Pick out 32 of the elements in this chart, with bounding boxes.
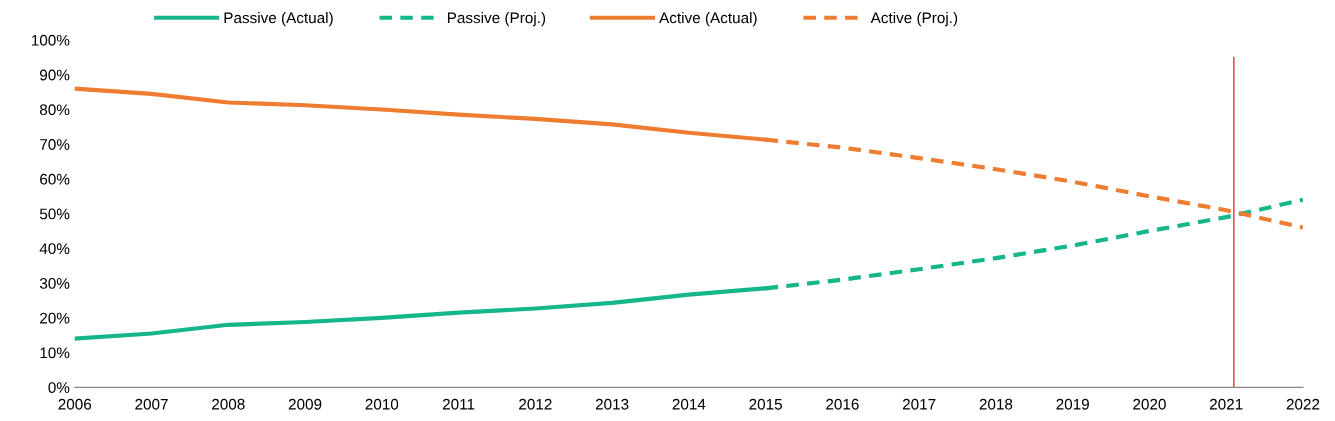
legend-label: Passive (Proj.) [447,12,546,27]
y-tick-label: 0% [48,382,70,394]
x-tick-label: 2015 [749,398,782,410]
y-tick-label: 80% [39,104,70,116]
y-tick-label: 70% [40,139,70,150]
x-tick-label: 2011 [442,398,475,410]
y-tick-label: 50% [39,208,70,220]
y-tick-label: 60% [40,173,70,185]
x-tick-label: 2007 [135,398,168,410]
x-tick-label: 2013 [595,398,629,410]
x-tick-label: 2020 [1133,398,1166,410]
x-tick-label: 2008 [212,398,245,410]
y-tick-label: 10% [40,347,70,359]
y-tick-label: 90% [40,69,70,81]
x-tick-label: 2009 [288,398,322,410]
x-tick-label: 2018 [979,398,1013,410]
x-tick-label: 2006 [58,398,92,410]
legend-label: Active (Actual) [659,12,757,27]
x-tick-label: 2017 [902,398,936,410]
x-tick-label: 2019 [1056,398,1089,410]
y-tick-label: 30% [39,277,70,289]
legend-label: Active (Proj.) [870,12,958,27]
x-tick-label: 2016 [826,398,859,410]
x-tick-label: 2012 [519,398,552,410]
x-tick-label: 2022 [1286,398,1320,410]
x-tick-label: 2014 [672,398,706,410]
x-tick-label: 2021 [1209,398,1243,410]
y-tick-label: 20% [40,312,70,324]
x-tick-label: 2010 [365,398,399,410]
y-tick-label: 40% [39,243,70,255]
legend-label: Passive (Actual) [224,12,333,27]
y-tick-label: 100% [31,34,70,46]
